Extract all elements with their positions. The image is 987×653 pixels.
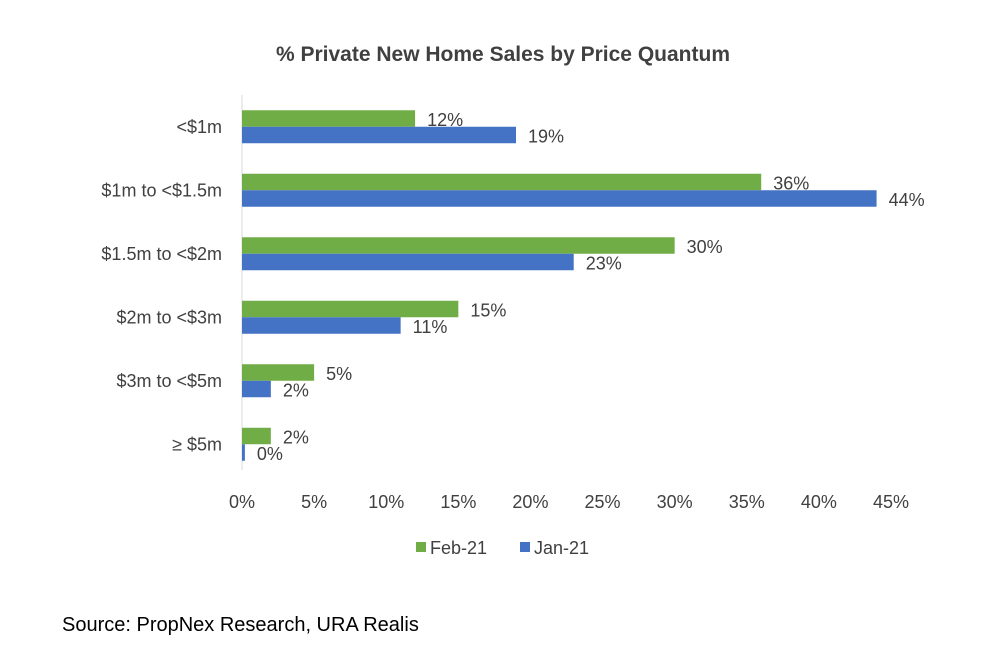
bar-feb-21-5 [242, 427, 271, 445]
bar-jan-21-3 [242, 317, 401, 334]
bar-feb-21-0 [242, 110, 416, 127]
x-tick-label-9: 45% [873, 492, 909, 512]
legend-swatch-jan-21 [520, 542, 530, 552]
legend-label-feb-21: Feb-21 [430, 538, 487, 558]
category-label-3: $2m to <$3m [116, 307, 222, 327]
bar-feb-21-1 [242, 173, 762, 191]
category-label-2: $1.5m to <$2m [101, 244, 222, 264]
x-tick-label-5: 25% [585, 492, 621, 512]
x-tick-label-8: 40% [801, 492, 837, 512]
data-label-jan-21-2: 23% [586, 253, 622, 273]
bar-feb-21-3 [242, 300, 459, 318]
category-label-0: <$1m [176, 117, 222, 137]
x-tick-label-4: 20% [512, 492, 548, 512]
bars-group: 12%19%36%44%30%23%15%11%5%2%2%0% [242, 110, 925, 464]
legend-swatch-feb-21 [416, 542, 426, 552]
x-tick-label-0: 0% [229, 492, 255, 512]
data-label-jan-21-3: 11% [413, 317, 448, 337]
source-note: Source: PropNex Research, URA Realis [62, 614, 419, 636]
x-tick-label-1: 5% [301, 492, 327, 512]
legend: Feb-21 Jan-21 [416, 538, 589, 558]
data-label-feb-21-4: 5% [326, 364, 352, 384]
chart-title: % Private New Home Sales by Price Quantu… [276, 43, 730, 66]
bar-chart: % Private New Home Sales by Price Quantu… [101, 43, 925, 558]
bar-feb-21-4 [242, 364, 315, 381]
category-label-4: $3m to <$5m [116, 371, 222, 391]
x-tick-label-2: 10% [368, 492, 404, 512]
data-label-feb-21-3: 15% [470, 300, 506, 320]
x-tick-label-6: 30% [657, 492, 693, 512]
data-label-feb-21-1: 36% [773, 173, 809, 193]
category-label-1: $1m to <$1.5m [101, 180, 222, 200]
data-label-feb-21-5: 2% [283, 427, 309, 447]
data-label-feb-21-2: 30% [687, 237, 723, 257]
bar-jan-21-4 [242, 380, 271, 398]
x-tick-label-7: 35% [729, 492, 765, 512]
category-labels: <$1m $1m to <$1.5m $1.5m to <$2m $2m to <$3… [101, 117, 222, 455]
legend-label-jan-21: Jan-21 [534, 538, 589, 558]
bar-jan-21-2 [242, 253, 574, 271]
category-label-5: ≥ $5m [172, 434, 222, 454]
data-label-jan-21-1: 44% [889, 190, 925, 210]
x-tick-label-3: 15% [440, 492, 476, 512]
data-label-jan-21-0: 19% [528, 126, 564, 146]
x-tick-labels: 0% 5% 10% 15% 20% 25% 30% 35% 40% 45% [229, 492, 909, 512]
bar-jan-21-0 [242, 126, 517, 144]
bar-jan-21-5 [242, 444, 245, 461]
bar-jan-21-1 [242, 190, 877, 207]
data-label-feb-21-0: 12% [427, 110, 463, 130]
bar-feb-21-2 [242, 237, 675, 254]
data-label-jan-21-4: 2% [283, 380, 309, 400]
data-label-jan-21-5: 0% [257, 444, 283, 464]
